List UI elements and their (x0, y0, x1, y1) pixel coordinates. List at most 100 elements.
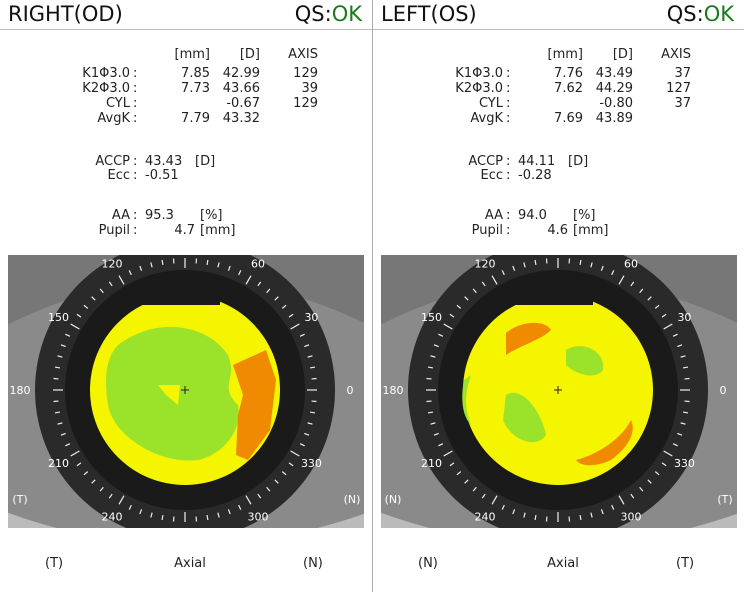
angle-label: 240 (475, 510, 496, 523)
row-mm: 7.62 (554, 81, 583, 96)
map-orientation-label: (T) (12, 493, 27, 506)
angle-label: 300 (248, 510, 269, 523)
angle-label: 60 (624, 258, 638, 271)
header-d: [D] (612, 47, 633, 62)
angle-label: 300 (621, 510, 642, 523)
header-mm: [mm] (174, 47, 210, 62)
angle-label: 30 (304, 311, 318, 324)
eye-title: LEFT(OS) (381, 2, 477, 26)
row-d: 44.29 (595, 81, 633, 96)
map-orientation-label: (N) (344, 493, 361, 506)
row-mm: 7.79 (181, 111, 210, 126)
map-orientation-label: (T) (717, 493, 732, 506)
angle-label: 120 (475, 258, 496, 271)
aa-value: 94.0 (518, 208, 547, 223)
header-mm: [mm] (547, 47, 583, 62)
row-d: 43.32 (222, 111, 260, 126)
angle-label: 60 (251, 258, 265, 271)
row-d: 42.99 (222, 66, 260, 81)
accp-value: 44.11 (518, 154, 556, 169)
angle-label: 210 (421, 457, 442, 470)
left-eye-panel: LEFT(OS) QS:OK [mm] [D] AXIS K1Φ3.0 : 7.… (372, 0, 744, 592)
map-type-label: Axial (174, 556, 206, 571)
pupil-label: Pupil (98, 223, 130, 238)
right-eye-panel: RIGHT(OD) QS:OK [mm] [D] AXIS K1Φ3.0 : 7… (0, 0, 372, 571)
ecc-value: -0.28 (518, 168, 552, 183)
row-axis: 39 (301, 81, 318, 96)
axial-map-image[interactable]: 9060300330300270240210180150120(T)(N) (8, 255, 364, 528)
aa-label: AA (111, 208, 130, 223)
row-label: CYL (478, 96, 503, 111)
axial-map-image[interactable]: 9060300330300270240210180150120(N)(T) (381, 255, 737, 528)
row-d: 43.49 (595, 66, 633, 81)
angle-label: 210 (48, 457, 69, 470)
header-axis: AXIS (661, 47, 691, 62)
ecc-value: -0.51 (145, 168, 179, 183)
qs-value: OK (703, 2, 734, 26)
header-axis: AXIS (288, 47, 318, 62)
quality-status: QS:OK (295, 2, 362, 26)
angle-label: 330 (301, 457, 322, 470)
row-axis: 129 (293, 66, 318, 81)
map-orientation-label: (N) (385, 493, 402, 506)
aa-label: AA (484, 208, 503, 223)
row-axis: 127 (666, 81, 691, 96)
accp-value: 43.43 (145, 154, 183, 169)
angle-label: 180 (383, 384, 404, 397)
center-crosshair-icon (181, 386, 189, 394)
accp-unit: [D] (568, 154, 589, 169)
pupil-unit: [mm] (200, 223, 236, 238)
row-label: K1Φ3.0 (455, 66, 503, 81)
ecc-label: Ecc (107, 168, 130, 183)
angle-label: 30 (677, 311, 691, 324)
header-d: [D] (239, 47, 260, 62)
pupil-label: Pupil (471, 223, 503, 238)
pupil-value: 4.7 (174, 223, 195, 238)
aa-unit: [%] (200, 208, 223, 223)
row-d: -0.67 (226, 96, 260, 111)
angle-label: 150 (421, 311, 442, 324)
row-axis: 129 (293, 96, 318, 111)
row-mm: 7.76 (554, 66, 583, 81)
accp-label: ACCP (468, 154, 503, 169)
row-mm: 7.73 (181, 81, 210, 96)
eye-title: RIGHT(OD) (8, 2, 123, 26)
qs-value: OK (331, 2, 362, 26)
row-d: -0.80 (599, 96, 633, 111)
angle-label: 240 (102, 510, 123, 523)
row-label: K2Φ3.0 (82, 81, 130, 96)
angle-label: 180 (10, 384, 31, 397)
qs-label: QS: (666, 2, 704, 26)
angle-label: 0 (347, 384, 354, 397)
angle-label: 120 (102, 258, 123, 271)
aa-value: 95.3 (145, 208, 174, 223)
row-label: K1Φ3.0 (82, 66, 130, 81)
row-axis: 37 (674, 66, 691, 81)
row-label: K2Φ3.0 (455, 81, 503, 96)
row-d: 43.66 (222, 81, 260, 96)
row-label: AvgK (97, 111, 130, 126)
bottom-left-label: (T) (45, 556, 64, 571)
row-axis: 37 (674, 96, 691, 111)
quality-status: QS:OK (667, 2, 734, 26)
map-type-label: Axial (547, 556, 579, 571)
pupil-value: 4.6 (547, 223, 568, 238)
row-mm: 7.85 (181, 66, 210, 81)
center-crosshair-icon (554, 386, 562, 394)
accp-label: ACCP (95, 154, 130, 169)
ecc-label: Ecc (480, 168, 503, 183)
panel-header: RIGHT(OD) QS:OK (0, 0, 372, 30)
angle-label: 150 (48, 311, 69, 324)
bottom-left-label: (N) (418, 556, 438, 571)
bottom-right-label: (T) (676, 556, 695, 571)
aa-unit: [%] (573, 208, 596, 223)
bottom-right-label: (N) (303, 556, 323, 571)
pupil-unit: [mm] (573, 223, 609, 238)
panel-header: LEFT(OS) QS:OK (373, 0, 744, 30)
accp-unit: [D] (195, 154, 216, 169)
row-mm: 7.69 (554, 111, 583, 126)
angle-label: 330 (674, 457, 695, 470)
angle-label: 0 (720, 384, 727, 397)
row-label: AvgK (470, 111, 503, 126)
row-label: CYL (105, 96, 130, 111)
